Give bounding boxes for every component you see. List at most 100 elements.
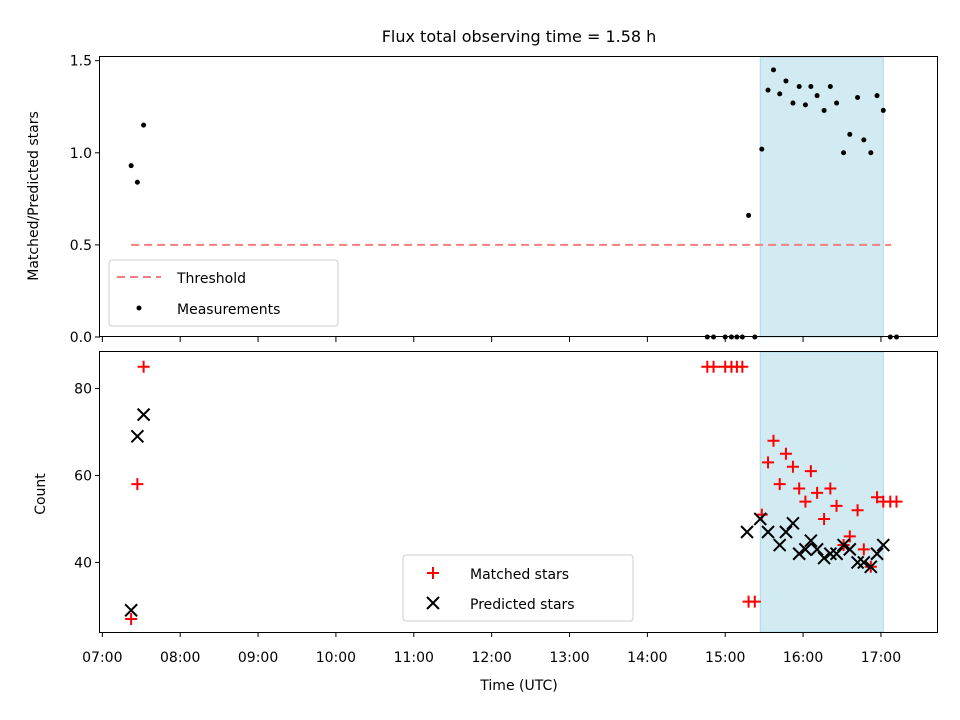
x-tick-label: 12:00	[471, 650, 511, 666]
matched-star-point	[843, 530, 856, 543]
matched-star-point	[818, 512, 831, 525]
matched-star-point	[786, 460, 799, 473]
measurement-point	[765, 87, 771, 93]
ratio-legend-box	[108, 259, 339, 327]
y-tick-label: 80	[74, 382, 92, 398]
predicted-star-point	[779, 525, 793, 539]
measurement-point	[770, 67, 776, 73]
legend-matched-label: Matched stars	[470, 567, 569, 583]
predicted-star-point	[817, 551, 831, 565]
measurement-point	[790, 100, 796, 106]
matched-star-point	[762, 456, 775, 469]
measurement-point	[128, 163, 134, 169]
x-tick-label: 13:00	[549, 650, 589, 666]
y-tick-label: 1.0	[70, 146, 92, 162]
measurement-point	[841, 150, 847, 156]
matched-star-point	[890, 495, 903, 508]
predicted-star-point	[773, 538, 787, 552]
counts-legend-box	[402, 554, 634, 622]
predicted-star-point	[761, 525, 775, 539]
measurement-point	[880, 107, 886, 113]
x-tick-label: 15:00	[705, 650, 745, 666]
legend-measurements-swatch	[136, 305, 142, 311]
ratio-legend: Threshold Measurements	[108, 259, 339, 327]
predicted-star-point	[864, 560, 878, 574]
ratio-panel: 0.0 0.5 1.0 1.5 Matched/Predicted stars Thr…	[26, 54, 938, 346]
predicted-star-point	[130, 429, 145, 444]
measurement-point	[855, 95, 861, 101]
legend-predicted-swatch	[426, 596, 440, 610]
ratio-plot-frame	[99, 56, 938, 337]
matched-star-point	[793, 482, 806, 495]
x-tick-label: 07:00	[82, 650, 122, 666]
legend-predicted-label: Predicted stars	[470, 597, 575, 613]
measurement-point	[821, 107, 827, 113]
x-tick-label: 11:00	[394, 650, 434, 666]
counts-plot-frame	[99, 351, 938, 633]
matched-star-point	[851, 504, 864, 517]
y-tick-label: 1.5	[70, 54, 92, 70]
predicted-star-point	[836, 538, 851, 552]
predicted-star-point	[857, 555, 871, 570]
measurement-point	[874, 93, 880, 99]
y-tick-label: 40	[74, 555, 92, 571]
x-tick-label: 16:00	[783, 650, 823, 666]
predicted-star-point	[740, 525, 754, 539]
predicted-star-point	[136, 407, 151, 422]
measurement-point	[834, 100, 840, 106]
counts-y-axis-label: Count	[33, 473, 49, 515]
x-tick-label: 10:00	[316, 650, 356, 666]
legend-measurements-label: Measurements	[177, 302, 280, 318]
matched-star-point	[773, 478, 786, 491]
counts-panel: 40 60 80 07:00 08:00 09:00 10:00 11:00 12:00 13:…	[33, 351, 938, 694]
matched-star-point	[779, 447, 792, 460]
counts-legend: Matched stars Predicted stars	[402, 554, 634, 622]
matched-star-point	[767, 434, 780, 447]
matched-star-point	[824, 482, 837, 495]
y-tick-label: 60	[74, 468, 92, 484]
predicted-star-point	[792, 547, 806, 561]
matched-star-point	[736, 360, 749, 373]
measurement-point	[134, 179, 140, 185]
predicted-star-point	[810, 542, 824, 557]
predicted-star-point	[850, 555, 865, 570]
predicted-star-point	[804, 533, 818, 548]
x-axis-label: Time (UTC)	[479, 678, 557, 694]
measurement-point	[827, 83, 833, 89]
predicted-star-point	[829, 547, 844, 561]
matched-star-point	[871, 491, 884, 504]
predicted-star-point	[798, 542, 813, 557]
measurement-point	[808, 83, 814, 89]
measurement-point	[847, 131, 853, 137]
measurement-point	[861, 137, 867, 143]
y-tick-label: 0.5	[70, 238, 92, 254]
legend-matched-swatch	[427, 567, 439, 579]
x-tick-label: 08:00	[160, 650, 200, 666]
chart-title: Flux total observing time = 1.58 h	[382, 27, 657, 46]
measurement-point	[868, 150, 874, 156]
ratio-shaded-span	[759, 56, 884, 338]
measurement-point	[802, 102, 808, 108]
measurement-point	[814, 93, 820, 99]
measurement-point	[783, 78, 789, 84]
x-tick-label: 17:00	[861, 650, 901, 666]
legend-threshold-label: Threshold	[176, 271, 246, 287]
predicted-star-point	[823, 547, 838, 561]
matched-star-point	[748, 595, 761, 608]
x-tick-label: 14:00	[627, 650, 667, 666]
measurement-point	[759, 146, 765, 152]
predicted-star-point	[753, 512, 767, 526]
predicted-star-point	[786, 516, 800, 531]
matched-star-point	[804, 465, 817, 478]
matched-star-point	[707, 360, 720, 373]
predicted-star-point	[124, 603, 138, 617]
predicted-star-point	[843, 542, 857, 557]
predicted-star-point	[876, 538, 890, 552]
matched-star-point	[830, 499, 843, 512]
measurement-point	[141, 122, 147, 128]
matched-star-point	[799, 495, 812, 508]
matched-star-point	[811, 486, 824, 499]
predicted-star-point	[870, 547, 884, 561]
matched-star-point	[131, 478, 144, 491]
